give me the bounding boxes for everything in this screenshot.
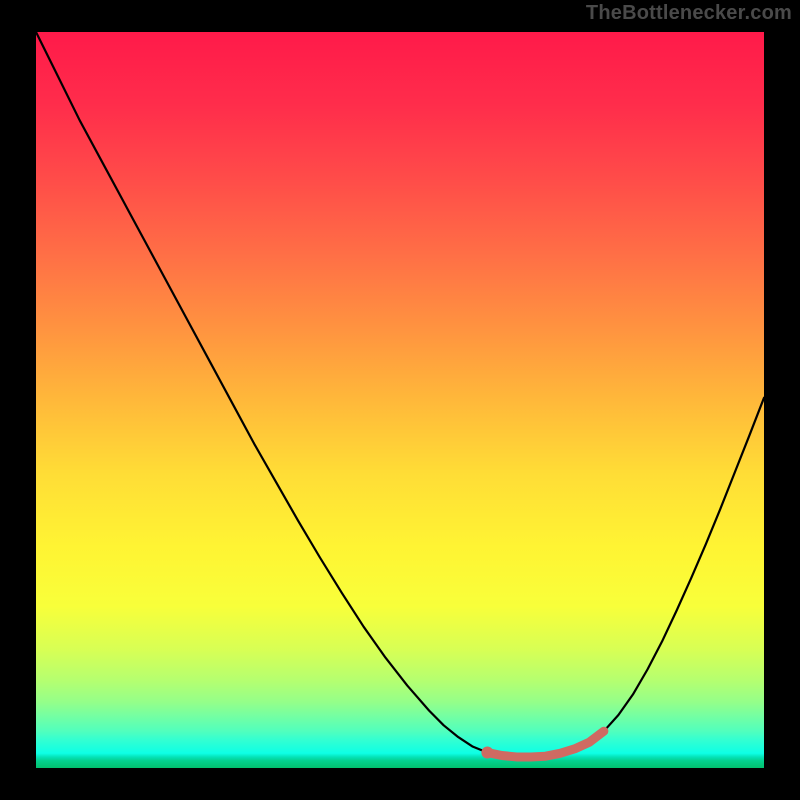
chart-svg (36, 32, 764, 768)
watermark-text: TheBottlenecker.com (586, 2, 792, 25)
plot-area (36, 32, 764, 768)
highlight-start-dot (481, 747, 493, 759)
chart-frame: TheBottlenecker.com (0, 0, 800, 800)
